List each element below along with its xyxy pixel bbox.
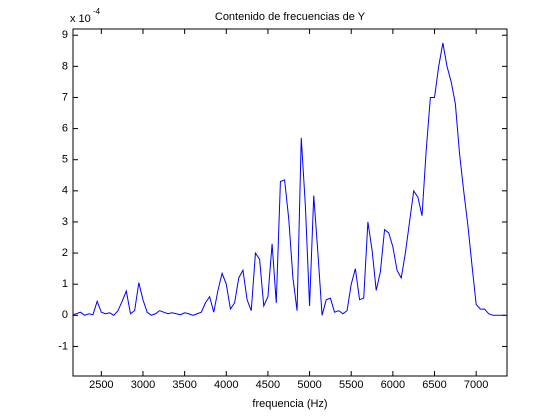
y-multiplier-exponent: -4 — [93, 7, 101, 16]
y-multiplier: x 10 — [70, 13, 91, 25]
x-tick-label: 6000 — [381, 379, 405, 391]
y-tick-label: 8 — [62, 60, 68, 72]
y-tick-label: 1 — [62, 278, 68, 290]
y-tick-label: 0 — [62, 309, 68, 321]
chart-title: Contenido de frecuencias de Y — [215, 11, 366, 23]
x-tick-label: 4500 — [256, 379, 280, 391]
data-line — [72, 42, 506, 316]
x-tick-label: 4000 — [214, 379, 238, 391]
y-tick-label: 2 — [62, 247, 68, 259]
x-tick-label: 7000 — [464, 379, 488, 391]
x-tick-label: 3000 — [131, 379, 155, 391]
y-tick-label: 7 — [62, 91, 68, 103]
y-tick-label: 6 — [62, 122, 68, 134]
x-axis-label: frequencia (Hz) — [252, 398, 327, 410]
x-tick-label: 5000 — [297, 379, 321, 391]
y-tick-label: 3 — [62, 216, 68, 228]
x-tick-label: 6500 — [422, 379, 446, 391]
axes-box — [72, 28, 508, 377]
x-tick-label: 3500 — [172, 379, 196, 391]
y-tick-label: -1 — [58, 340, 68, 352]
x-tick-label: 2500 — [89, 379, 113, 391]
y-tick-label: 4 — [62, 185, 68, 197]
y-tick-label: 9 — [62, 29, 68, 41]
y-tick-label: 5 — [62, 154, 68, 166]
x-tick-label: 5500 — [339, 379, 363, 391]
